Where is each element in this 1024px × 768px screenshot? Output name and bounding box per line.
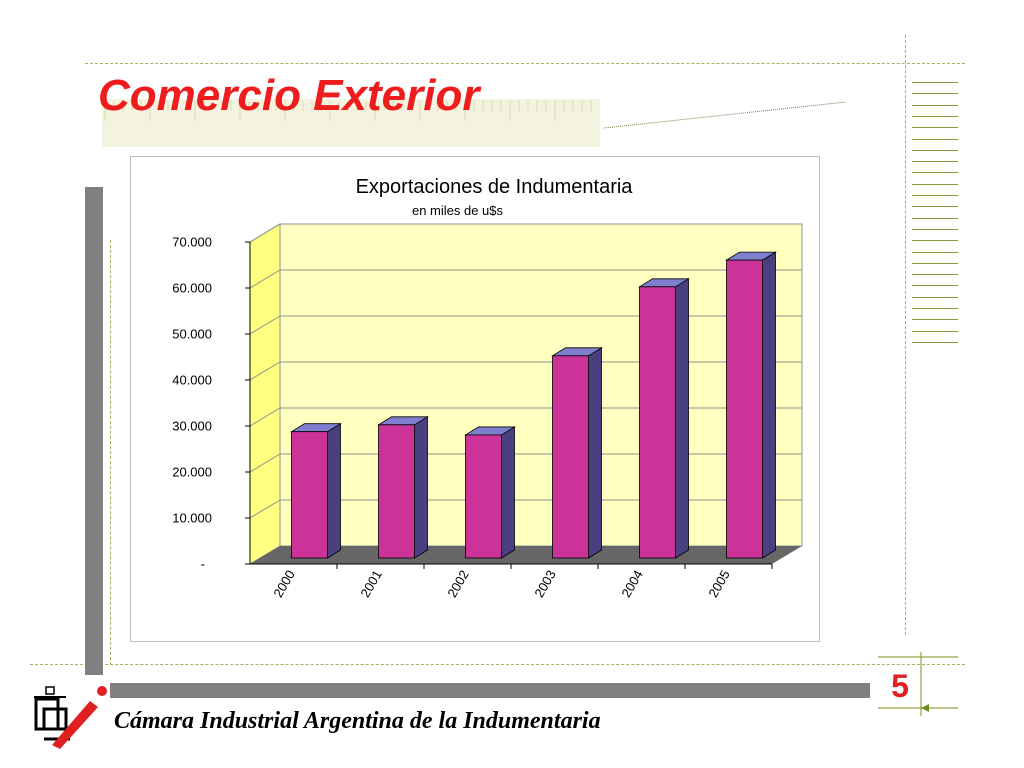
chart-title: Exportaciones de Indumentaria [355,176,633,198]
stripe-line [912,149,958,151]
y-tick-label: 30.000 [172,419,212,434]
stripe-line [912,115,958,117]
stripe-line [912,262,958,264]
y-tick-label: 60.000 [172,281,212,296]
chart-subtitle: en miles de u$s [411,203,504,218]
x-tick-label: 2005 [705,567,732,600]
ruler-graphic [97,73,602,153]
stripe-line [912,138,958,140]
right-dashed-line [905,35,906,635]
stripe-line [912,341,958,343]
plot-back-wall [279,223,803,547]
bottom-dashed-line [30,664,965,665]
x-tick-label: 2004 [618,567,645,600]
gridline [249,269,802,289]
bar-side [414,416,428,559]
gridline [249,453,802,473]
logo-icon [34,686,107,749]
bar [291,431,328,559]
stripe-line [912,296,958,298]
top-dashed-line [85,63,965,64]
gridline [249,407,802,427]
stripe-line [912,206,958,208]
x-tick-label: 2001 [357,567,384,600]
gridline [249,361,802,381]
stripe-line [912,127,958,129]
bar-side [501,426,515,559]
stripe-line [912,217,958,219]
stripe-line [912,330,958,332]
page-number: 5 [891,668,909,704]
y-tick-label: 20.000 [172,465,212,480]
x-tick-label: 2003 [531,567,558,600]
y-tick-label: 40.000 [172,373,212,388]
bar [639,286,676,559]
bar [378,424,415,559]
x-tick-label: 2000 [270,567,297,600]
stripe-line [912,228,958,230]
corner-marker [878,652,958,716]
left-gray-bar [85,187,103,675]
stripe-line [912,161,958,163]
stripe-line [912,240,958,242]
stripe-line [912,319,958,321]
gridline [249,315,802,335]
x-tick-label: 2002 [444,567,471,600]
stripe-line [912,308,958,309]
gridline [249,223,802,243]
stripe-line [912,195,958,196]
stripe-line [912,183,958,185]
y-tick-label: 50.000 [172,327,212,342]
stripe-line [912,93,958,95]
y-tick-label: - [201,557,205,572]
bar-side [588,347,602,559]
title-dotted-leader [603,101,847,129]
bottom-gray-bar [110,683,870,698]
footer-organization: Cámara Industrial Argentina de la Indume… [114,708,601,734]
bar-side [675,278,689,559]
bar [552,355,589,559]
plot-side-wall [249,223,281,565]
stripe-line [912,172,958,174]
y-tick-label: 70.000 [172,235,212,250]
stripe-line [912,251,958,253]
stripe-line [912,82,958,83]
y-tick-label: 10.000 [172,511,212,526]
decorative-stripes [912,82,958,352]
stripe-line [912,104,958,106]
stripe-line [912,285,958,287]
bar-side [327,422,341,559]
bar-side [762,251,776,559]
slide-title: Comercio Exterior [98,71,480,120]
stripe-line [912,274,958,276]
bar [726,259,763,559]
gridline [249,499,802,519]
bar [465,434,502,559]
left-dashed-line [110,240,111,665]
